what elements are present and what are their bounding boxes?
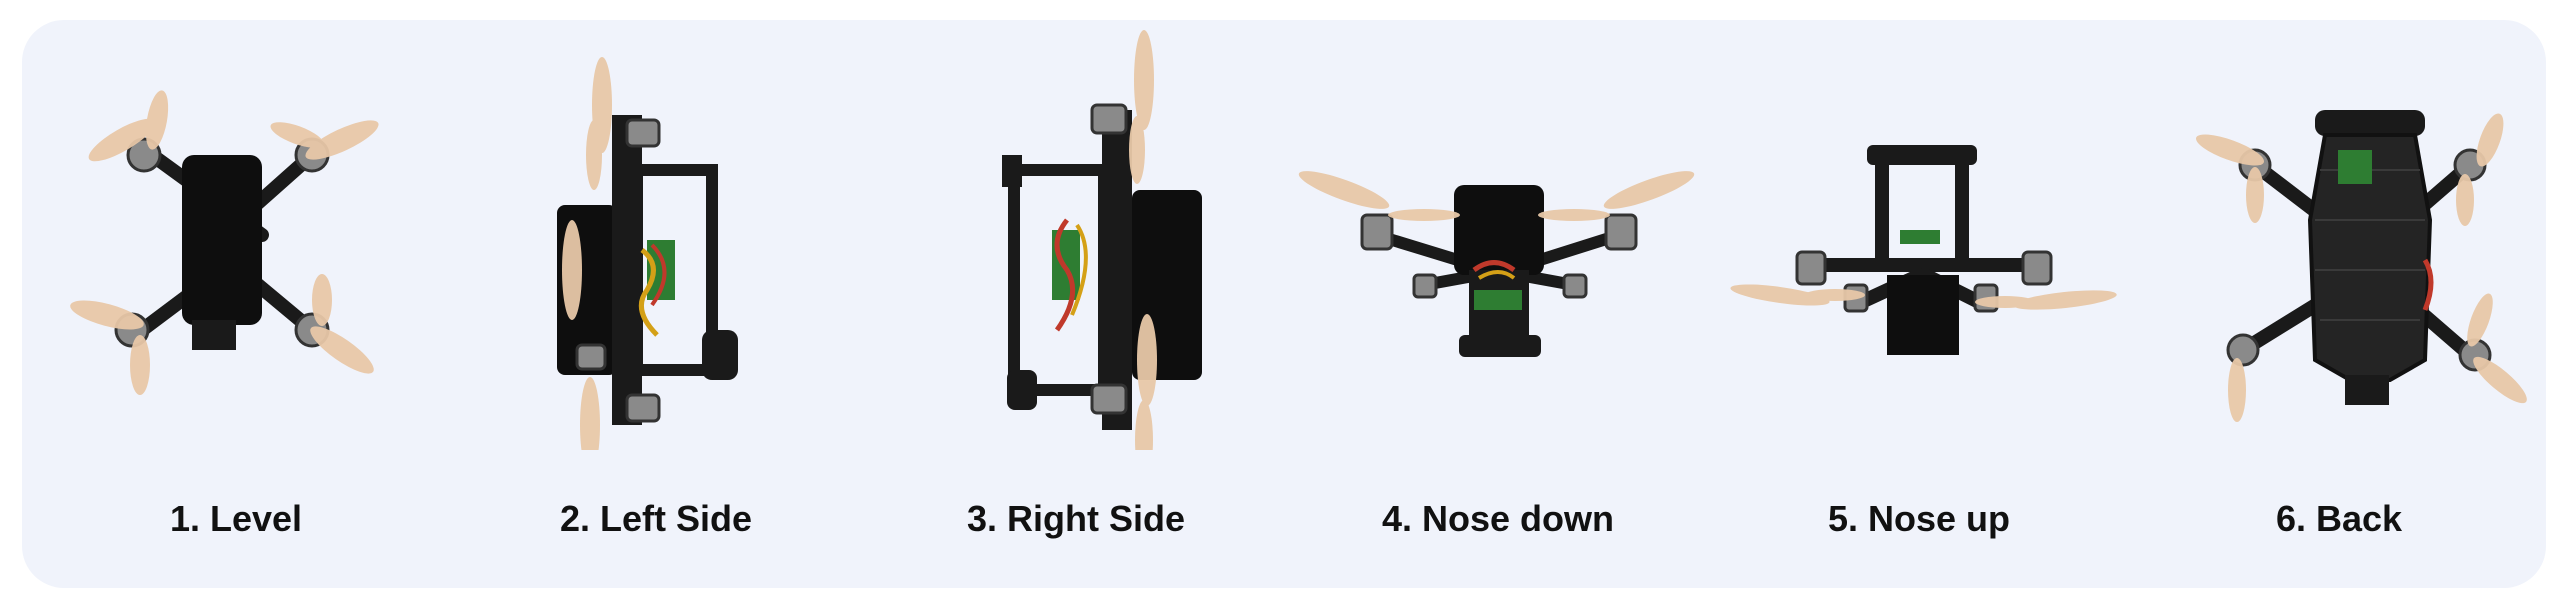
orientation-back: 6. Back bbox=[2125, 20, 2553, 588]
drone-bottom-view-icon bbox=[2195, 110, 2527, 422]
orientation-nose-up: 5. Nose up bbox=[1705, 20, 2133, 588]
orientation-left-side: 2. Left Side bbox=[442, 20, 870, 588]
orientation-nose-down: 4. Nose down bbox=[1284, 20, 1712, 588]
drone-top-view-icon bbox=[70, 90, 379, 395]
drone-right-side-view-icon bbox=[1002, 30, 1202, 450]
orientation-panel: 1. Level 2. Left Side bbox=[22, 20, 2546, 588]
orientation-caption: 3. Right Side bbox=[966, 498, 1186, 539]
orientation-right-side: 3. Right Side bbox=[862, 20, 1290, 588]
orientation-caption: 1. Level bbox=[169, 498, 303, 539]
drone-left-side-view-icon bbox=[557, 57, 738, 450]
orientation-caption: 4. Nose down bbox=[1381, 498, 1615, 539]
orientation-caption: 2. Left Side bbox=[559, 498, 753, 539]
orientation-caption: 5. Nose up bbox=[1827, 498, 2011, 539]
orientation-caption: 6. Back bbox=[2275, 498, 2403, 539]
orientation-level: 1. Level bbox=[22, 20, 450, 588]
drone-nose-down-view-icon bbox=[1298, 171, 1695, 357]
drone-nose-up-view-icon bbox=[1730, 145, 2117, 355]
